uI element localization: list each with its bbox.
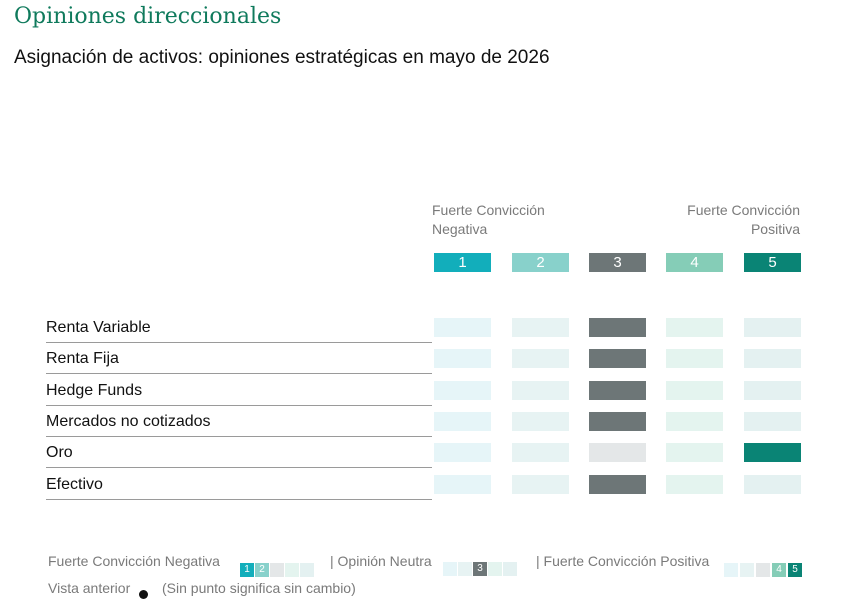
previous-view-dot-icon xyxy=(139,590,148,599)
scale-level-4: 4 xyxy=(666,253,723,272)
opinion-cell xyxy=(744,381,801,400)
row-divider xyxy=(46,467,432,468)
opinion-cell xyxy=(434,318,491,337)
opinion-cell xyxy=(744,412,801,431)
row-label: Hedge Funds xyxy=(46,382,143,399)
row-label: Oro xyxy=(46,444,73,461)
positive-label-line1: Fuerte Convicción xyxy=(687,202,800,218)
row-label: Renta Fija xyxy=(46,350,119,367)
opinion-cell-active xyxy=(589,349,646,368)
negative-label-line2: Negativa xyxy=(432,221,488,237)
scale-level-2: 2 xyxy=(512,253,569,272)
legend-square-5: 5 xyxy=(788,563,802,577)
legend-square-empty xyxy=(443,562,457,576)
legend-square-empty xyxy=(503,562,517,576)
opinion-cell xyxy=(666,318,723,337)
opinion-cell xyxy=(589,443,646,462)
positive-label-line2: Positiva xyxy=(750,221,800,237)
negative-conviction-label: Fuerte Convicción Negativa xyxy=(432,201,545,239)
row-divider xyxy=(46,499,432,500)
legend-square-3: 3 xyxy=(473,562,487,576)
row-divider xyxy=(46,373,432,374)
legend-square-empty xyxy=(724,563,738,577)
legend-square-empty xyxy=(488,562,502,576)
scale-level-3: 3 xyxy=(589,253,646,272)
opinion-cell xyxy=(434,381,491,400)
positive-conviction-label: Fuerte Convicción Positiva xyxy=(660,201,800,239)
page-title: Opiniones direccionales xyxy=(14,4,282,29)
legend-square-1: 1 xyxy=(240,563,254,577)
opinion-cell xyxy=(512,318,569,337)
opinion-cell-active xyxy=(589,381,646,400)
row-label: Mercados no cotizados xyxy=(46,413,211,430)
opinion-cell xyxy=(666,349,723,368)
opinion-cell xyxy=(434,412,491,431)
opinion-cell xyxy=(666,412,723,431)
opinion-cell xyxy=(512,443,569,462)
opinion-cell xyxy=(512,475,569,494)
legend-square-empty xyxy=(270,563,284,577)
opinion-cell xyxy=(744,318,801,337)
row-divider xyxy=(46,405,432,406)
page-subtitle: Asignación de activos: opiniones estraté… xyxy=(14,47,550,68)
opinion-cell-active xyxy=(589,475,646,494)
legend-positive-text: | Fuerte Convicción Positiva xyxy=(536,553,710,569)
legend-negative-text: Fuerte Convicción Negativa xyxy=(48,553,220,569)
row-label: Efectivo xyxy=(46,476,103,493)
legend-previous-view-text: Vista anterior xyxy=(48,580,131,596)
opinion-cell xyxy=(434,475,491,494)
opinion-cell xyxy=(744,349,801,368)
negative-label-line1: Fuerte Convicción xyxy=(432,202,545,218)
scale-level-5: 5 xyxy=(744,253,801,272)
row-divider xyxy=(46,436,432,437)
opinion-cell xyxy=(434,443,491,462)
opinion-cell xyxy=(512,349,569,368)
opinion-cell xyxy=(512,381,569,400)
opinion-cell-active xyxy=(744,443,801,462)
legend-square-2: 2 xyxy=(255,563,269,577)
legend-square-empty xyxy=(740,563,754,577)
legend-square-empty xyxy=(458,562,472,576)
legend-no-change-text: (Sin punto significa sin cambio) xyxy=(162,580,356,596)
opinion-cell-active xyxy=(589,318,646,337)
opinion-cell xyxy=(666,443,723,462)
legend-square-empty xyxy=(285,563,299,577)
scale-level-1: 1 xyxy=(434,253,491,272)
opinion-cell xyxy=(434,349,491,368)
legend-square-4: 4 xyxy=(772,563,786,577)
legend-square-empty xyxy=(300,563,314,577)
opinion-cell xyxy=(666,381,723,400)
opinion-cell xyxy=(666,475,723,494)
opinion-cell xyxy=(512,412,569,431)
legend-neutral-text: | Opinión Neutra xyxy=(330,553,432,569)
row-label: Renta Variable xyxy=(46,319,151,336)
row-divider xyxy=(46,342,432,343)
opinion-cell xyxy=(744,475,801,494)
legend-square-empty xyxy=(756,563,770,577)
opinion-cell-active xyxy=(589,412,646,431)
